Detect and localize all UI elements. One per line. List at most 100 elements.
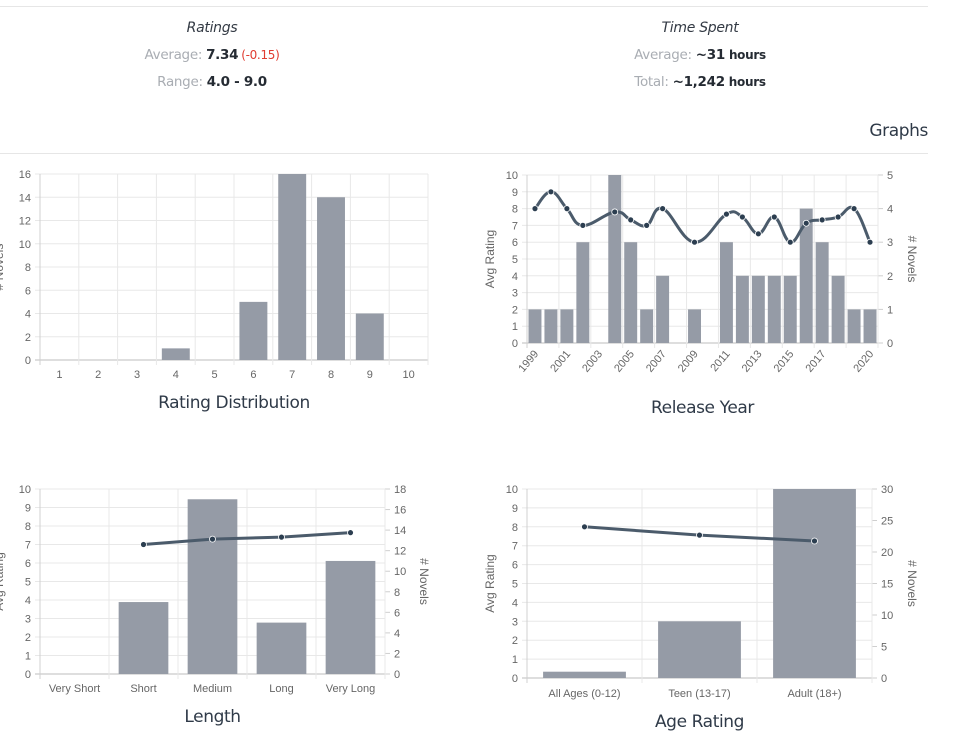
bar-Very Long[interactable] — [325, 560, 376, 674]
top-divider — [0, 6, 928, 7]
y-tick-label: 8 — [25, 521, 31, 533]
bar-All Ages (0-12)[interactable] — [543, 671, 626, 678]
bar-2018[interactable] — [831, 275, 845, 343]
avg-rating-point[interactable] — [754, 230, 762, 238]
bar-7[interactable] — [278, 174, 307, 360]
bar-2013[interactable] — [751, 275, 765, 343]
avg-rating-point[interactable] — [563, 205, 571, 213]
x-tick-label: 2001 — [548, 348, 573, 374]
time-spent-summary: Time Spent Average: ~31 hours Total: ~1,… — [550, 20, 850, 90]
avg-rating-point[interactable] — [770, 213, 778, 221]
bar-2012[interactable] — [735, 275, 749, 343]
avg-rating-point[interactable] — [581, 523, 588, 531]
avg-rating-point[interactable] — [611, 208, 619, 216]
time-average-value: ~31 — [695, 47, 726, 63]
bar-2000[interactable] — [544, 309, 558, 343]
avg-rating-point[interactable] — [802, 219, 810, 227]
bar-2016[interactable] — [799, 208, 813, 343]
x-tick-label: 2005 — [612, 348, 637, 374]
avg-rating-point[interactable] — [547, 188, 555, 196]
avg-rating-point[interactable] — [834, 213, 842, 221]
bar-2006[interactable] — [640, 309, 654, 343]
time-total-unit: hours — [728, 75, 766, 89]
bar-Medium[interactable] — [187, 499, 238, 674]
y-tick-label: 6 — [25, 285, 31, 297]
x-tick-label: Very Long — [326, 683, 376, 695]
y-tick-label: 0 — [512, 673, 518, 685]
y-tick-label: 3 — [512, 288, 518, 300]
y-tick-label: 3 — [512, 616, 518, 628]
bar-2011[interactable] — [719, 242, 733, 343]
avg-rating-point[interactable] — [691, 238, 698, 246]
x-tick-label: 2020 — [851, 348, 876, 374]
time-average-label: Average: — [634, 47, 692, 63]
bar-9[interactable] — [355, 313, 384, 361]
chart-title: Length — [184, 707, 240, 727]
avg-rating-point[interactable] — [818, 216, 826, 224]
bar-8[interactable] — [317, 197, 345, 360]
y2-tick-label: 0 — [394, 669, 400, 681]
bar-2001[interactable] — [560, 309, 574, 343]
ratings-range-value: 4.0 - 9.0 — [206, 74, 267, 90]
y-tick-label: 9 — [25, 503, 31, 515]
x-tick-label: Medium — [193, 683, 232, 695]
bar-2007[interactable] — [656, 275, 670, 343]
y-tick-label: 1 — [512, 321, 518, 333]
y-tick-label: 7 — [512, 541, 518, 553]
ratings-average-label: Average: — [144, 47, 203, 63]
graphs-divider — [0, 153, 928, 154]
bar-2009[interactable] — [688, 309, 701, 343]
bar-1999[interactable] — [528, 309, 542, 343]
bar-2017[interactable] — [815, 242, 829, 343]
y-tick-label: 4 — [25, 595, 31, 607]
avg-rating-point[interactable] — [786, 238, 794, 246]
y-tick-label: 2 — [512, 304, 518, 316]
bar-Teen (13-17)[interactable] — [658, 621, 741, 678]
bar-2004[interactable] — [608, 175, 622, 343]
avg-rating-point[interactable] — [531, 205, 539, 213]
y-tick-label: 5 — [512, 579, 518, 591]
graphs-heading: Graphs — [869, 121, 928, 141]
x-tick-label: 2003 — [580, 348, 605, 374]
bar-4[interactable] — [161, 348, 190, 360]
bar-2005[interactable] — [624, 242, 638, 343]
y-tick-label: 2 — [25, 332, 31, 344]
bar-2020[interactable] — [863, 309, 877, 343]
avg-rating-point[interactable] — [866, 238, 874, 246]
bar-Long[interactable] — [256, 622, 307, 674]
bar-Adult (18+)[interactable] — [773, 489, 856, 678]
y2-tick-label: 14 — [394, 525, 406, 537]
avg-rating-point[interactable] — [659, 205, 667, 213]
avg-rating-point[interactable] — [140, 541, 147, 548]
bar-2002[interactable] — [576, 242, 590, 343]
time-total-label: Total: — [634, 74, 669, 90]
x-tick-label: 6 — [250, 369, 256, 381]
avg-rating-point[interactable] — [723, 210, 730, 218]
bar-6[interactable] — [239, 301, 268, 360]
chart-age-rating: 0 1 2 3 4 5 6 7 8 9 10 0 5 10 15 20 25 30 All Ages (0-12) T… — [483, 484, 919, 732]
y2-tick-label: 16 — [394, 505, 406, 517]
avg-rating-point[interactable] — [209, 535, 216, 543]
avg-rating-point[interactable] — [850, 205, 858, 213]
avg-rating-point[interactable] — [738, 213, 746, 221]
ratings-average-value: 7.34 — [206, 47, 239, 63]
bar-2019[interactable] — [847, 309, 861, 343]
avg-rating-point[interactable] — [347, 529, 354, 537]
avg-rating-point[interactable] — [278, 533, 285, 541]
ratings-average-delta: (-0.15) — [241, 48, 280, 62]
y-tick-label: 4 — [512, 271, 518, 283]
x-tick-label: Adult (18+) — [787, 688, 841, 700]
avg-rating-point[interactable] — [811, 537, 818, 545]
y-tick-label: 9 — [512, 187, 518, 199]
bar-Short[interactable] — [118, 602, 169, 674]
avg-rating-point[interactable] — [696, 531, 703, 539]
y-axis-title: # Novels — [0, 244, 6, 291]
time-spent-title: Time Spent — [661, 20, 739, 36]
bar-2014[interactable] — [767, 275, 781, 343]
x-tick-label: 8 — [328, 369, 334, 381]
avg-rating-point[interactable] — [579, 221, 587, 229]
y-tick-label: 9 — [512, 503, 518, 515]
bar-2015[interactable] — [783, 275, 797, 343]
avg-rating-point[interactable] — [627, 216, 635, 224]
avg-rating-point[interactable] — [643, 221, 651, 229]
